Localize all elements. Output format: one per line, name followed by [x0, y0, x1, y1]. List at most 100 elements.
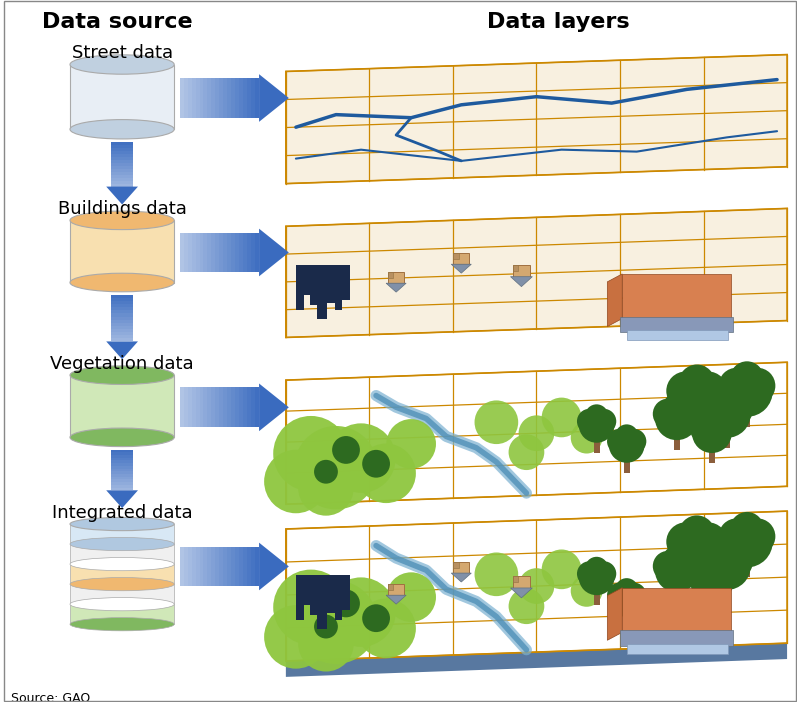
Polygon shape	[607, 588, 622, 641]
Bar	[70, 375, 174, 438]
Circle shape	[718, 518, 754, 554]
Bar	[251, 547, 255, 586]
Bar	[188, 233, 191, 272]
Bar	[111, 157, 133, 160]
Bar	[70, 604, 174, 624]
Bar	[513, 265, 518, 271]
Bar	[111, 317, 133, 320]
Bar	[622, 274, 731, 319]
Bar	[111, 320, 133, 323]
Ellipse shape	[70, 597, 174, 611]
Polygon shape	[259, 228, 289, 276]
Bar	[203, 387, 207, 427]
Bar	[243, 233, 247, 272]
Bar	[239, 547, 243, 586]
Bar	[342, 575, 350, 609]
Circle shape	[703, 390, 750, 438]
Polygon shape	[607, 274, 622, 327]
Bar	[180, 233, 184, 272]
Bar	[243, 547, 247, 586]
Bar	[203, 547, 207, 586]
Bar	[247, 547, 251, 586]
Circle shape	[362, 450, 390, 478]
Circle shape	[655, 397, 698, 440]
Bar	[180, 78, 184, 118]
Bar	[111, 477, 133, 479]
Bar	[111, 326, 133, 329]
Bar	[111, 310, 133, 313]
Circle shape	[615, 424, 638, 448]
Bar	[235, 387, 239, 427]
Bar	[231, 233, 235, 272]
Polygon shape	[451, 264, 471, 273]
Circle shape	[699, 563, 725, 590]
Polygon shape	[106, 187, 138, 204]
Bar	[724, 588, 730, 600]
Bar	[203, 233, 207, 272]
Circle shape	[622, 583, 646, 607]
Bar	[454, 562, 470, 573]
Bar	[184, 387, 188, 427]
Bar	[674, 590, 680, 602]
Circle shape	[615, 578, 638, 602]
Bar	[219, 387, 223, 427]
Ellipse shape	[70, 578, 174, 591]
Circle shape	[274, 416, 349, 491]
Circle shape	[689, 522, 727, 561]
Circle shape	[622, 429, 646, 454]
Bar	[674, 438, 680, 450]
Polygon shape	[106, 341, 138, 359]
Bar	[111, 450, 133, 452]
Polygon shape	[259, 543, 289, 590]
Circle shape	[670, 399, 701, 429]
Polygon shape	[286, 54, 787, 184]
Circle shape	[578, 559, 614, 595]
Bar	[231, 387, 235, 427]
Bar	[334, 575, 342, 619]
Bar	[207, 547, 211, 586]
Circle shape	[509, 434, 544, 470]
Circle shape	[662, 393, 691, 421]
Circle shape	[356, 443, 416, 503]
Bar	[326, 265, 334, 303]
Bar	[111, 329, 133, 332]
Bar	[334, 265, 342, 310]
Bar	[111, 172, 133, 175]
Bar	[111, 142, 133, 145]
Bar	[454, 254, 458, 259]
Bar	[111, 295, 133, 298]
Bar	[694, 422, 700, 434]
Bar	[207, 78, 211, 118]
Bar	[513, 576, 530, 588]
Bar	[694, 573, 700, 585]
Bar	[111, 452, 133, 455]
Circle shape	[294, 580, 378, 664]
Bar	[388, 272, 394, 278]
Bar	[70, 564, 174, 584]
Bar	[255, 547, 259, 586]
Bar	[111, 148, 133, 151]
Circle shape	[666, 522, 705, 561]
Circle shape	[701, 392, 734, 426]
Bar	[709, 604, 715, 617]
Text: Vegetation data: Vegetation data	[50, 356, 194, 373]
Bar	[195, 387, 199, 427]
Bar	[111, 323, 133, 326]
Bar	[231, 547, 235, 586]
Bar	[627, 330, 729, 340]
Bar	[215, 547, 219, 586]
Bar	[211, 233, 215, 272]
Text: Integrated data: Integrated data	[52, 504, 193, 522]
Circle shape	[699, 410, 725, 436]
Circle shape	[474, 400, 518, 444]
Circle shape	[720, 544, 753, 578]
Bar	[188, 78, 191, 118]
Circle shape	[509, 588, 544, 624]
Bar	[70, 221, 174, 283]
Text: Data source: Data source	[42, 12, 193, 32]
Bar	[180, 387, 184, 427]
Circle shape	[518, 568, 554, 604]
Bar	[111, 308, 133, 310]
Circle shape	[678, 515, 715, 551]
Bar	[296, 575, 304, 619]
